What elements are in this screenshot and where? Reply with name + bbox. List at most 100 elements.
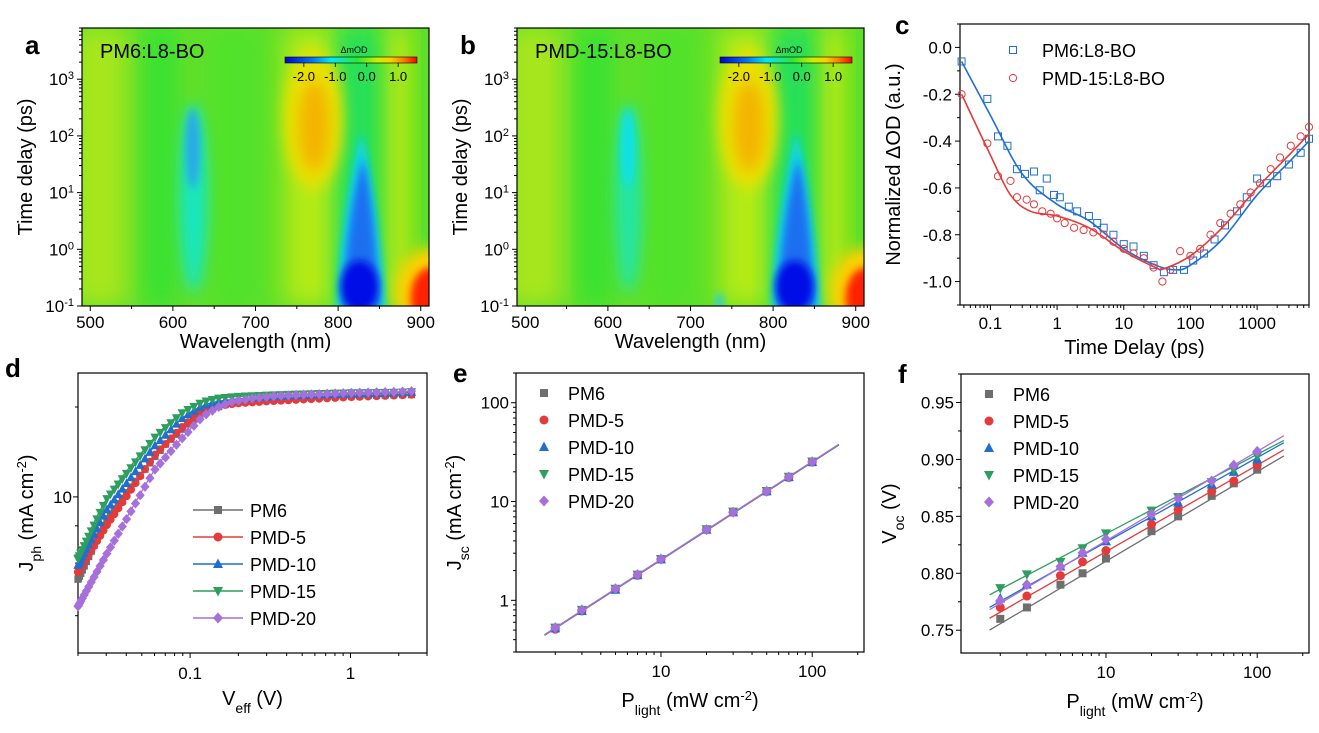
data-point bbox=[95, 560, 105, 572]
data-point bbox=[995, 595, 1006, 607]
heatmap-band bbox=[818, 28, 844, 306]
data-point bbox=[1229, 476, 1239, 486]
legend-label: PM6 bbox=[250, 501, 287, 521]
data-point bbox=[1129, 242, 1138, 251]
data-point bbox=[172, 428, 181, 438]
x-tick-label: 500 bbox=[76, 313, 104, 332]
data-point bbox=[1006, 176, 1015, 185]
y-tick-exponent: 1 bbox=[68, 184, 74, 196]
data-point bbox=[110, 509, 119, 519]
data-point bbox=[150, 450, 160, 459]
colorbar bbox=[719, 56, 853, 64]
heatmap-area bbox=[82, 28, 429, 306]
data-point bbox=[380, 386, 390, 398]
data-point bbox=[166, 419, 176, 428]
legend-label: PM6 bbox=[1013, 385, 1050, 405]
data-point bbox=[632, 569, 643, 581]
data-point bbox=[214, 394, 224, 404]
data-point bbox=[220, 399, 230, 410]
y-tick-base: 10 bbox=[49, 127, 68, 146]
data-point bbox=[1173, 492, 1184, 504]
y-tick-label: 101 bbox=[484, 184, 509, 203]
data-point bbox=[406, 386, 417, 397]
y-tick-label: 100 bbox=[481, 394, 509, 413]
plot-frame bbox=[515, 372, 865, 653]
y-axis-label: Time delay (ps) bbox=[15, 98, 37, 235]
colorbar-tick-label: 0.0 bbox=[793, 69, 811, 84]
data-point bbox=[114, 504, 123, 513]
x-tick-label: 10 bbox=[652, 662, 671, 681]
plot-frame bbox=[959, 23, 1310, 306]
data-point bbox=[1070, 223, 1079, 232]
panel-c: 0.1 1 10 100 1000 0.0 -0.2 -0.4 -0.6 -0.8 -1.0 Time… bbox=[883, 10, 1314, 359]
legend-label: PMD-15 bbox=[568, 465, 634, 485]
data-point bbox=[1207, 491, 1216, 500]
data-point bbox=[355, 387, 365, 398]
legend-label: PMD-10 bbox=[250, 555, 316, 575]
data-point bbox=[1253, 465, 1262, 474]
x-tick-label: 100 bbox=[1176, 314, 1204, 333]
colorbar-label: ΔmOD bbox=[775, 45, 803, 55]
legend-label: PMD-5 bbox=[1013, 412, 1069, 432]
data-point bbox=[95, 508, 105, 518]
legend-marker bbox=[539, 495, 549, 507]
x-tick-label: 100 bbox=[1243, 663, 1271, 682]
data-point bbox=[214, 401, 224, 412]
y-axis-label-sup: -2 bbox=[442, 461, 457, 473]
x-tick-label: 600 bbox=[159, 313, 187, 332]
legend-marker bbox=[540, 389, 548, 397]
data-point bbox=[171, 414, 182, 424]
colorbar bbox=[284, 56, 418, 64]
legend-marker bbox=[539, 415, 549, 425]
legend-label: PMD-10 bbox=[568, 438, 634, 458]
y-tick-label: 0.0 bbox=[928, 38, 952, 57]
edge-pia-core bbox=[845, 267, 864, 306]
x-axis-label: Wavelength (nm) bbox=[615, 331, 767, 353]
panel-f: 10 100 0.75 0.80 0.85 0.90 0.95 Plight (mW cm-2… bbox=[879, 359, 1310, 719]
data-point bbox=[155, 435, 165, 445]
y-tick-label: 1 bbox=[500, 591, 509, 610]
x-tick-label: 900 bbox=[842, 313, 870, 332]
y-tick-label: 10 bbox=[53, 488, 72, 507]
legend-marker bbox=[984, 471, 994, 481]
legend-label: PMD-15 bbox=[1013, 466, 1079, 486]
panel-label: f bbox=[898, 359, 907, 389]
data-point bbox=[195, 414, 205, 425]
data-point bbox=[269, 391, 279, 402]
data-point bbox=[728, 506, 739, 518]
data-point bbox=[372, 387, 382, 398]
data-point bbox=[1029, 167, 1038, 176]
data-point bbox=[126, 506, 136, 517]
data-point bbox=[322, 388, 332, 399]
y-tick-exponent: 1 bbox=[503, 184, 509, 196]
data-point bbox=[92, 523, 102, 533]
data-point bbox=[338, 388, 348, 399]
data-point bbox=[207, 396, 217, 405]
data-point bbox=[807, 456, 818, 468]
x-tick-label: 800 bbox=[324, 313, 352, 332]
data-point bbox=[189, 402, 199, 412]
legend-marker bbox=[539, 441, 549, 451]
data-point bbox=[183, 426, 193, 438]
heatmap-band bbox=[82, 28, 128, 306]
data-point bbox=[1252, 445, 1263, 457]
legend-marker bbox=[984, 416, 994, 426]
y-axis-label: Normalized ΔOD (a.u.) bbox=[883, 63, 905, 265]
panel-label: b bbox=[460, 30, 476, 60]
colorbar-tick-label: -1.0 bbox=[759, 69, 781, 84]
x-tick-label: 1 bbox=[346, 664, 355, 683]
data-point bbox=[150, 464, 160, 475]
data-point bbox=[145, 439, 155, 449]
data-point bbox=[1273, 172, 1282, 181]
y-tick-label: 0.90 bbox=[921, 450, 954, 469]
y-axis-label: Jsc (mA cm-2) bbox=[442, 455, 473, 571]
data-point bbox=[1012, 193, 1022, 202]
x-tick-label: 600 bbox=[594, 313, 622, 332]
data-point bbox=[118, 498, 127, 507]
data-point bbox=[171, 418, 182, 428]
data-point bbox=[189, 420, 199, 431]
data-point bbox=[150, 433, 160, 443]
data-point bbox=[150, 440, 160, 450]
y-tick-exponent: 2 bbox=[68, 127, 74, 139]
data-point bbox=[610, 583, 621, 595]
